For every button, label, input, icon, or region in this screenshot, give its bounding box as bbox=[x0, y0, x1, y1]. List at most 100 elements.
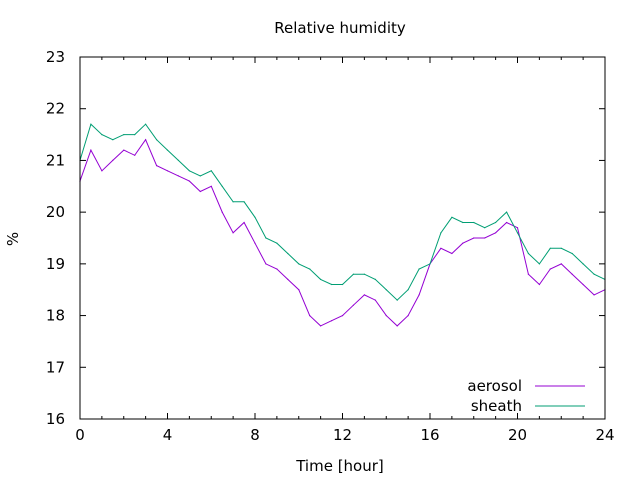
data-point-aerosol bbox=[199, 190, 201, 193]
data-point-sheath bbox=[298, 263, 300, 265]
data-point-aerosol bbox=[407, 315, 409, 317]
plot-frame bbox=[79, 56, 606, 420]
data-point-sheath bbox=[549, 247, 551, 249]
data-point-aerosol bbox=[451, 252, 453, 255]
data-point-sheath bbox=[473, 221, 475, 224]
data-point-aerosol bbox=[287, 278, 289, 280]
data-point-aerosol bbox=[374, 299, 376, 301]
data-point-aerosol bbox=[112, 159, 114, 161]
data-point-aerosol bbox=[473, 237, 475, 239]
data-point-sheath bbox=[166, 149, 169, 151]
data-point-aerosol bbox=[571, 273, 573, 275]
data-point-sheath bbox=[188, 170, 190, 172]
data-point-sheath bbox=[232, 201, 234, 203]
data-point-aerosol bbox=[495, 232, 497, 234]
data-point-aerosol bbox=[221, 211, 223, 213]
data-point-sheath bbox=[112, 139, 114, 141]
data-point-aerosol bbox=[265, 263, 267, 265]
ticks-layer: 0 4 8 12 16 20 24 16 17 18 19 20 21 22 23 bbox=[46, 48, 615, 444]
series-line-sheath bbox=[79, 123, 606, 301]
data-point-aerosol bbox=[166, 170, 169, 172]
data-point-sheath bbox=[309, 268, 311, 270]
data-point-aerosol bbox=[134, 154, 136, 156]
data-point-sheath bbox=[331, 283, 333, 286]
data-point-sheath bbox=[451, 216, 453, 218]
data-point-aerosol bbox=[538, 283, 541, 286]
x-tick-label: 24 bbox=[595, 426, 614, 444]
data-point-sheath bbox=[440, 232, 442, 234]
data-point-sheath bbox=[506, 211, 508, 213]
data-point-sheath bbox=[199, 175, 201, 177]
data-point-sheath bbox=[287, 252, 289, 255]
y-tick-label: 17 bbox=[46, 358, 65, 376]
data-point-sheath bbox=[134, 134, 136, 136]
y-axis-label: % bbox=[4, 232, 22, 246]
y-tick-label: 22 bbox=[46, 100, 65, 118]
data-point-sheath bbox=[527, 252, 530, 255]
y-tick-label: 20 bbox=[46, 203, 65, 221]
data-point-aerosol bbox=[298, 289, 300, 291]
data-point-aerosol bbox=[188, 180, 190, 182]
data-point-aerosol bbox=[363, 294, 365, 296]
y-tick-label: 19 bbox=[46, 255, 65, 273]
data-point-aerosol bbox=[232, 232, 234, 234]
data-point-sheath bbox=[156, 139, 158, 141]
data-point-sheath bbox=[560, 247, 562, 249]
data-point-sheath bbox=[571, 252, 573, 255]
data-point-sheath bbox=[462, 221, 464, 224]
data-point-sheath bbox=[221, 185, 223, 187]
series-aerosol bbox=[79, 138, 606, 327]
y-tick-label: 16 bbox=[46, 410, 65, 428]
data-point-sheath bbox=[341, 283, 344, 286]
x-tick-label: 0 bbox=[75, 426, 85, 444]
data-point-aerosol bbox=[123, 149, 125, 151]
data-point-sheath bbox=[516, 232, 519, 234]
data-point-aerosol bbox=[352, 304, 354, 306]
data-point-sheath bbox=[429, 263, 431, 265]
series-sheath bbox=[79, 123, 606, 301]
data-point-aerosol bbox=[593, 294, 595, 296]
data-point-sheath bbox=[101, 134, 103, 136]
chart-title: Relative humidity bbox=[274, 19, 406, 37]
data-point-aerosol bbox=[549, 268, 551, 270]
data-point-sheath bbox=[593, 273, 595, 275]
data-point-sheath bbox=[396, 299, 398, 301]
data-point-aerosol bbox=[462, 242, 464, 244]
x-tick-label: 12 bbox=[333, 426, 352, 444]
data-point-sheath bbox=[320, 278, 322, 280]
data-point-aerosol bbox=[385, 315, 387, 317]
data-point-aerosol bbox=[331, 320, 333, 322]
data-point-sheath bbox=[484, 227, 486, 229]
data-point-aerosol bbox=[320, 325, 322, 327]
data-point-aerosol bbox=[396, 325, 398, 327]
data-point-sheath bbox=[538, 263, 541, 265]
data-point-aerosol bbox=[484, 237, 486, 239]
data-point-sheath bbox=[374, 278, 376, 280]
data-point-aerosol bbox=[276, 268, 278, 270]
y-tick-label: 21 bbox=[46, 151, 65, 169]
data-point-aerosol bbox=[101, 170, 103, 172]
data-point-sheath bbox=[254, 216, 256, 218]
data-point-sheath bbox=[276, 242, 278, 244]
data-point-aerosol bbox=[527, 273, 530, 275]
series-layer bbox=[79, 123, 606, 327]
legend-label-sheath: sheath bbox=[471, 397, 522, 415]
x-axis-label: Time [hour] bbox=[295, 457, 384, 475]
data-point-aerosol bbox=[341, 315, 344, 317]
data-point-aerosol bbox=[177, 175, 179, 177]
data-point-sheath bbox=[123, 134, 125, 136]
data-point-sheath bbox=[385, 289, 387, 291]
legend: aerosol sheath bbox=[467, 377, 585, 415]
data-point-aerosol bbox=[90, 149, 92, 151]
data-point-aerosol bbox=[418, 294, 420, 296]
x-tick-label: 16 bbox=[420, 426, 439, 444]
data-point-aerosol bbox=[582, 283, 584, 286]
x-tick-label: 4 bbox=[163, 426, 173, 444]
data-point-aerosol bbox=[506, 221, 508, 224]
data-point-sheath bbox=[582, 263, 584, 265]
y-tick-label: 18 bbox=[46, 307, 65, 325]
data-point-sheath bbox=[363, 273, 365, 275]
data-point-aerosol bbox=[254, 242, 256, 244]
series-line-aerosol bbox=[79, 138, 606, 327]
